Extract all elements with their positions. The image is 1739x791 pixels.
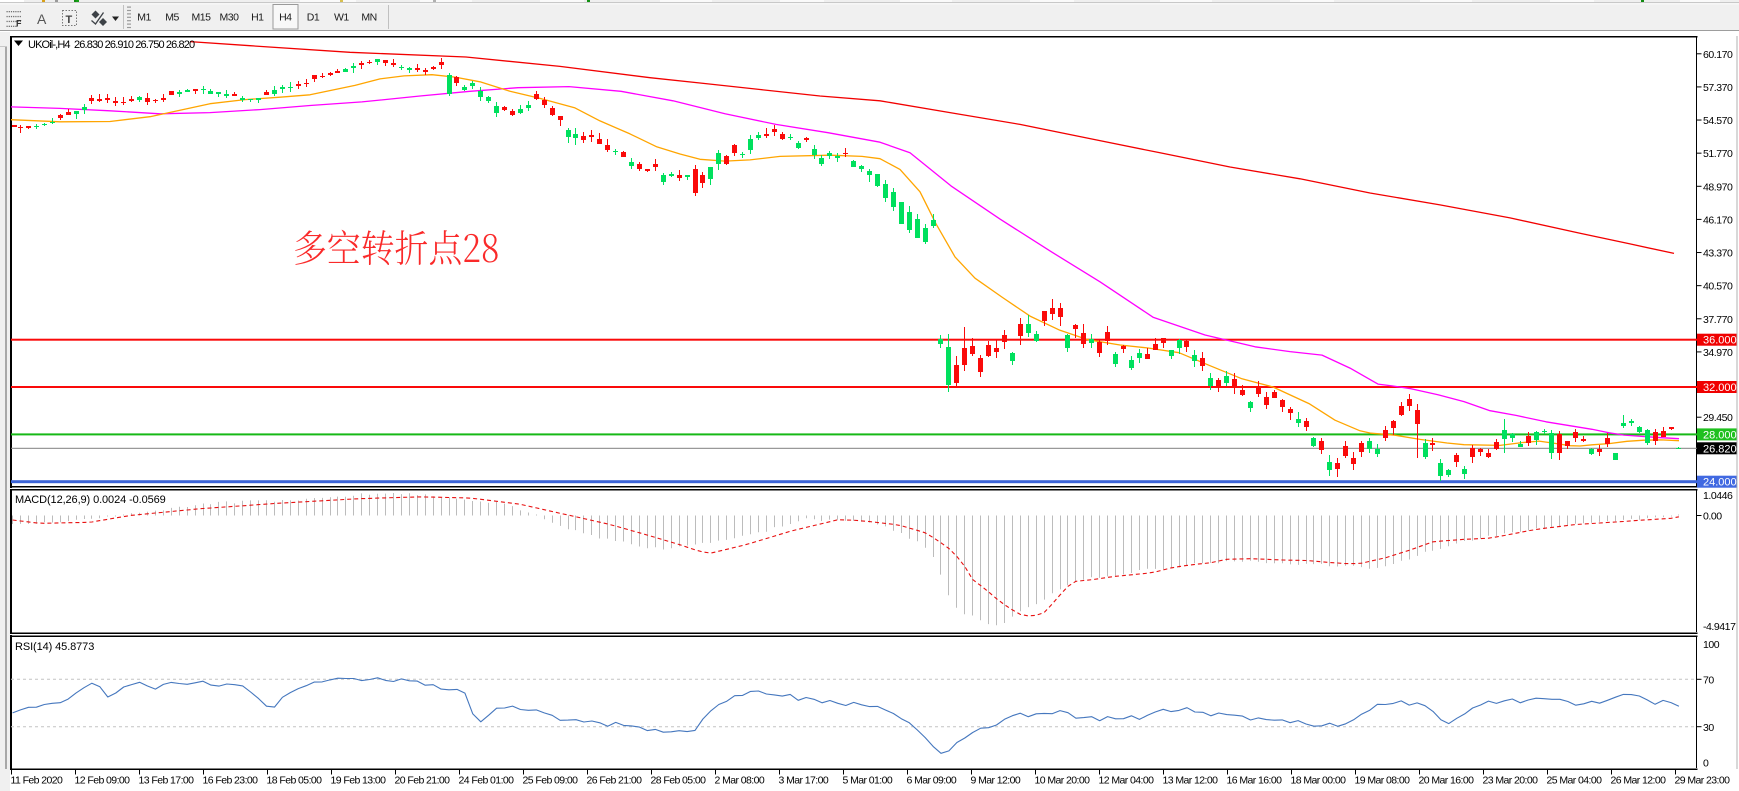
svg-text:18 Mar 00:00: 18 Mar 00:00: [1291, 775, 1347, 787]
svg-text:40.570: 40.570: [1703, 281, 1733, 293]
svg-text:M5: M5: [165, 12, 179, 24]
svg-text:20 Feb 21:00: 20 Feb 21:00: [395, 775, 451, 787]
svg-text:43.370: 43.370: [1703, 248, 1733, 260]
svg-text:70: 70: [1703, 674, 1714, 686]
svg-text:25 Mar 04:00: 25 Mar 04:00: [1547, 775, 1603, 787]
svg-text:60.170: 60.170: [1703, 49, 1733, 61]
svg-text:24 Feb 01:00: 24 Feb 01:00: [459, 775, 515, 787]
svg-text:5 Mar 01:00: 5 Mar 01:00: [843, 775, 893, 787]
svg-text:13 Mar 12:00: 13 Mar 12:00: [1163, 775, 1219, 787]
svg-text:0: 0: [1703, 757, 1709, 769]
svg-text:20 Mar 16:00: 20 Mar 16:00: [1419, 775, 1475, 787]
svg-text:48.970: 48.970: [1703, 181, 1733, 193]
svg-text:3 Mar 17:00: 3 Mar 17:00: [779, 775, 829, 787]
svg-text:11 Feb 2020: 11 Feb 2020: [11, 775, 64, 787]
svg-text:M30: M30: [220, 12, 240, 24]
svg-text:16 Feb 23:00: 16 Feb 23:00: [203, 775, 259, 787]
svg-text:12 Feb 09:00: 12 Feb 09:00: [75, 775, 131, 787]
svg-text:57.370: 57.370: [1703, 82, 1733, 94]
svg-text:D1: D1: [307, 12, 320, 24]
svg-text:16 Mar 16:00: 16 Mar 16:00: [1227, 775, 1283, 787]
svg-text:18 Feb 05:00: 18 Feb 05:00: [267, 775, 323, 787]
svg-text:M15: M15: [192, 12, 212, 24]
svg-text:34.970: 34.970: [1703, 347, 1733, 359]
svg-text:26 Mar 12:00: 26 Mar 12:00: [1611, 775, 1667, 787]
svg-text:13 Feb 17:00: 13 Feb 17:00: [139, 775, 195, 787]
svg-text:24.000: 24.000: [1703, 477, 1737, 489]
svg-text:0.00: 0.00: [1703, 511, 1722, 523]
svg-text:23 Mar 20:00: 23 Mar 20:00: [1483, 775, 1539, 787]
svg-text:19 Mar 08:00: 19 Mar 08:00: [1355, 775, 1411, 787]
svg-text:29 Mar 23:00: 29 Mar 23:00: [1675, 775, 1731, 787]
svg-text:MN: MN: [361, 12, 376, 24]
svg-text:H1: H1: [251, 12, 264, 24]
svg-text:F: F: [16, 19, 22, 29]
svg-text:6 Mar 09:00: 6 Mar 09:00: [907, 775, 957, 787]
svg-text:30: 30: [1703, 722, 1714, 734]
svg-text:12 Mar 04:00: 12 Mar 04:00: [1099, 775, 1155, 787]
svg-text:W1: W1: [334, 12, 349, 24]
svg-text:25 Feb 09:00: 25 Feb 09:00: [523, 775, 579, 787]
svg-text:M1: M1: [137, 12, 151, 24]
svg-text:9 Mar 12:00: 9 Mar 12:00: [971, 775, 1021, 787]
svg-text:H4: H4: [279, 12, 292, 24]
svg-text:46.170: 46.170: [1703, 214, 1733, 226]
svg-text:RSI(14) 45.8773: RSI(14) 45.8773: [15, 641, 94, 653]
svg-text:T: T: [66, 14, 73, 26]
svg-text:UKOil-,H4 26.830 26.910 26.75: UKOil-,H4 26.830 26.910 26.750 26.820: [28, 39, 195, 51]
svg-text:A: A: [37, 11, 47, 27]
svg-text:51.770: 51.770: [1703, 148, 1733, 160]
svg-text:37.770: 37.770: [1703, 314, 1733, 326]
svg-text:19 Feb 13:00: 19 Feb 13:00: [331, 775, 387, 787]
svg-text:36.000: 36.000: [1703, 335, 1737, 347]
svg-text:100: 100: [1703, 639, 1720, 651]
svg-text:-4.9417: -4.9417: [1703, 621, 1736, 633]
svg-text:54.570: 54.570: [1703, 115, 1733, 127]
svg-text:28 Feb 05:00: 28 Feb 05:00: [651, 775, 707, 787]
svg-text:26 Feb 21:00: 26 Feb 21:00: [587, 775, 643, 787]
svg-text:28.000: 28.000: [1703, 429, 1737, 441]
svg-text:1.0446: 1.0446: [1703, 490, 1733, 502]
svg-text:10 Mar 20:00: 10 Mar 20:00: [1035, 775, 1091, 787]
svg-text:29.450: 29.450: [1703, 412, 1733, 424]
svg-text:32.000: 32.000: [1703, 382, 1737, 394]
svg-text:26.820: 26.820: [1703, 443, 1737, 455]
svg-text:2 Mar 08:00: 2 Mar 08:00: [715, 775, 765, 787]
svg-text:MACD(12,26,9) 0.0024 -0.0569: MACD(12,26,9) 0.0024 -0.0569: [15, 494, 166, 506]
